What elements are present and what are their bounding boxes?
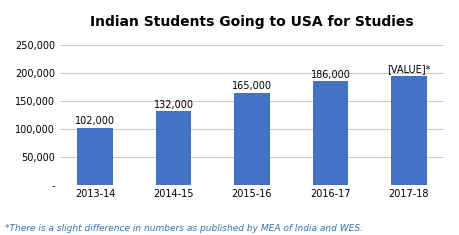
Text: 102,000: 102,000 — [75, 117, 115, 126]
Bar — [391, 75, 426, 185]
Bar — [78, 128, 113, 185]
Title: Indian Students Going to USA for Studies: Indian Students Going to USA for Studies — [90, 15, 414, 29]
Text: *There is a slight difference in numbers as published by MEA of India and WES.: *There is a slight difference in numbers… — [5, 224, 363, 233]
Text: 132,000: 132,000 — [154, 100, 194, 110]
Bar — [235, 93, 269, 185]
Text: 165,000: 165,000 — [232, 81, 272, 91]
Bar — [313, 81, 348, 185]
Text: [VALUE]*: [VALUE]* — [387, 64, 431, 74]
Text: 186,000: 186,000 — [310, 70, 350, 80]
Bar — [156, 111, 191, 185]
